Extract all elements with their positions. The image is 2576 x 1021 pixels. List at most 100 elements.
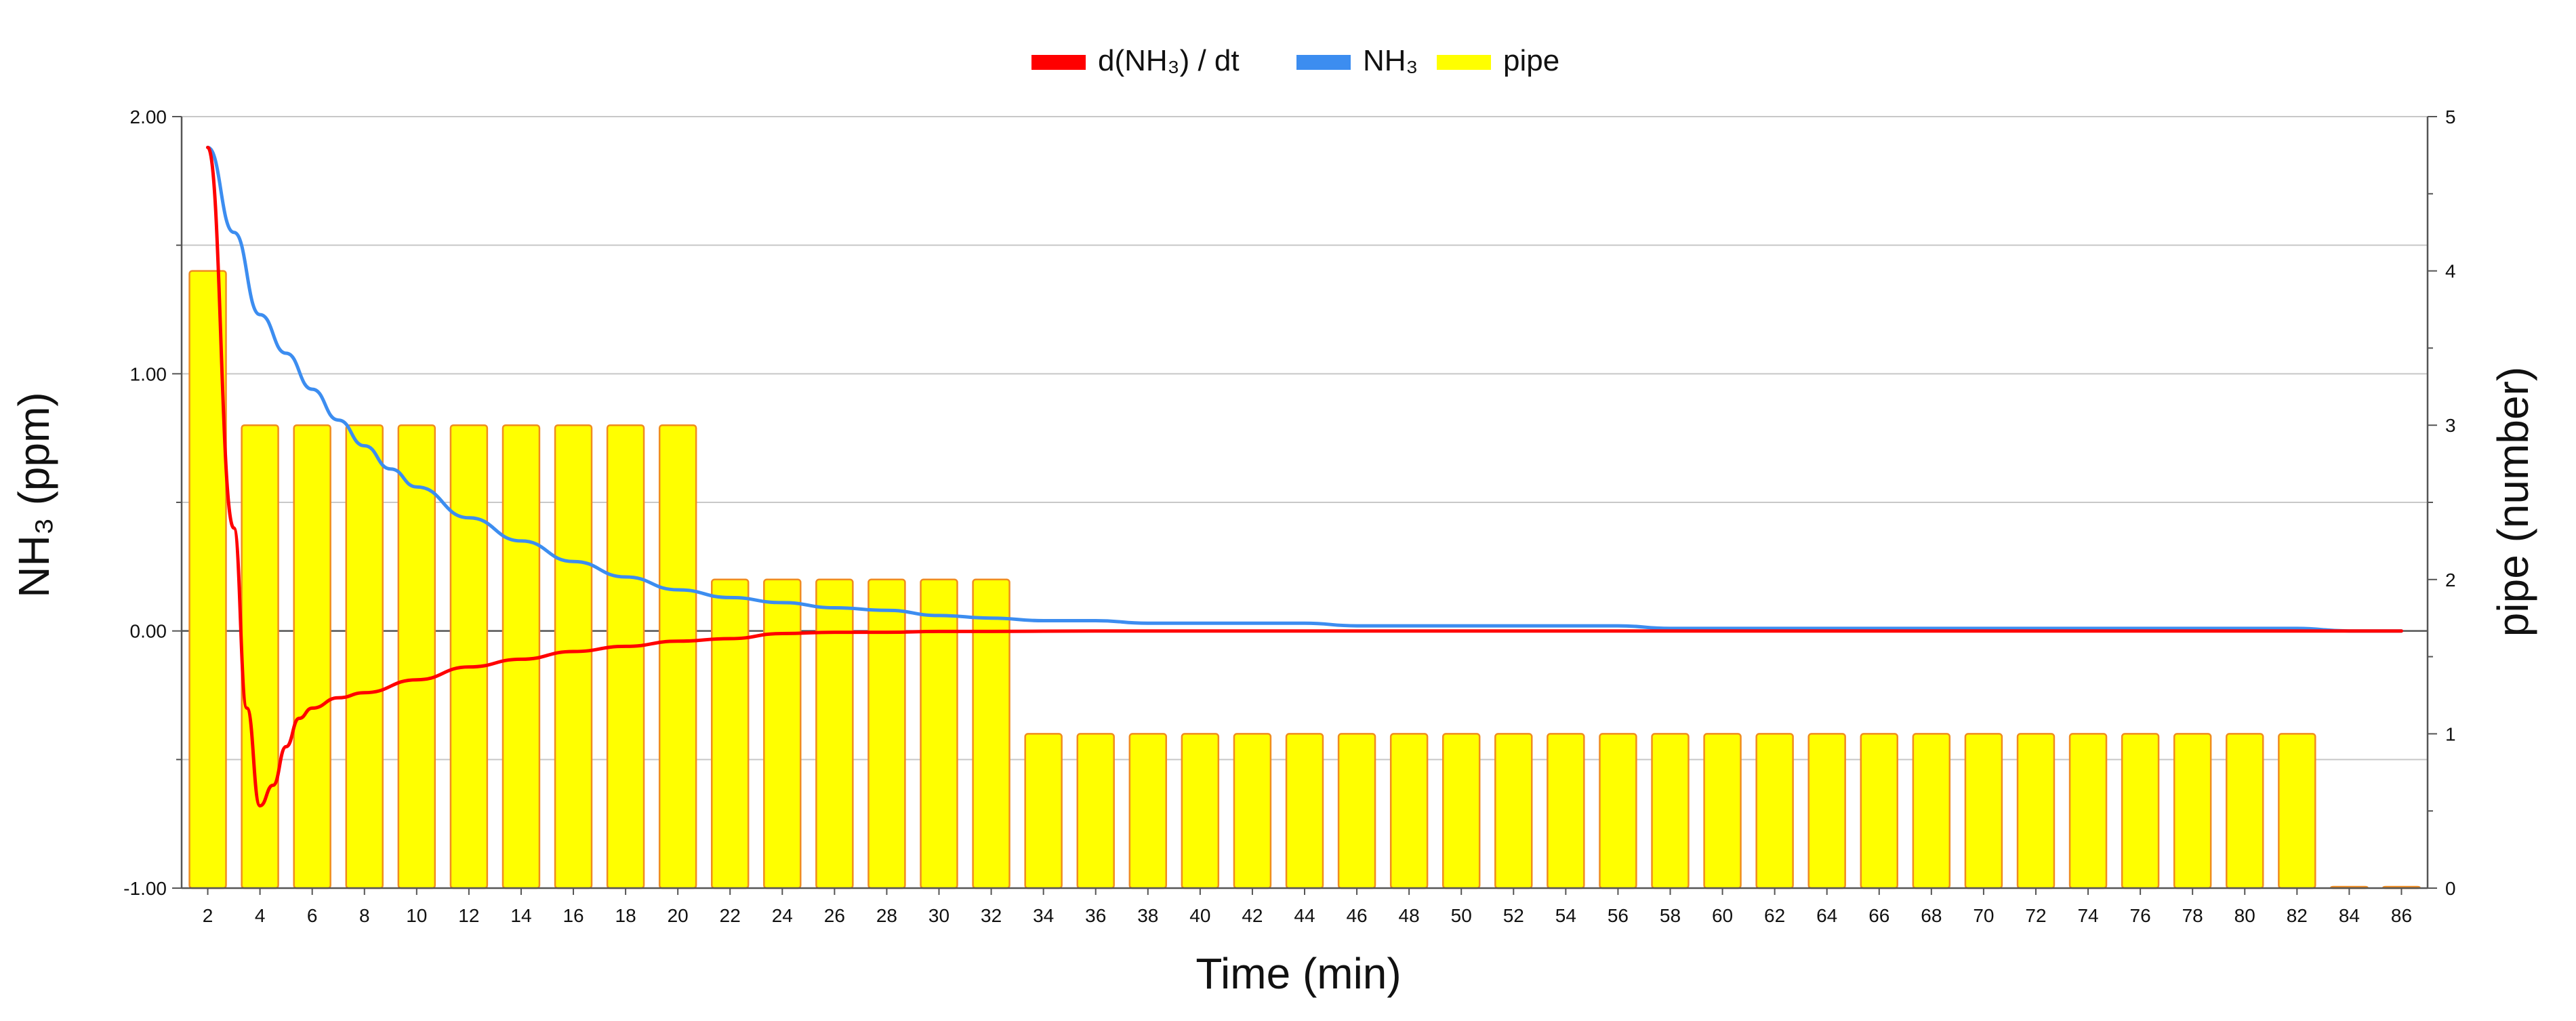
- x-tick-label: 24: [772, 905, 793, 926]
- legend: d(NH₃) / dt NH₃ pipe: [1031, 44, 1559, 77]
- x-tick-label: 36: [1085, 905, 1106, 926]
- legend-label: d(NH₃) / dt: [1098, 44, 1240, 77]
- x-tick-label: 86: [2391, 905, 2412, 926]
- x-tick-label: 64: [1816, 905, 1837, 926]
- x-tick-label: 68: [1921, 905, 1942, 926]
- x-tick-label: 20: [668, 905, 689, 926]
- x-tick-label: 18: [615, 905, 636, 926]
- pipe-bar: [920, 578, 958, 889]
- left-tick-label: -1.00: [123, 878, 167, 899]
- x-tick-label: 72: [2025, 905, 2046, 926]
- pipe-bar: [867, 578, 906, 889]
- x-tick-label: 28: [876, 905, 897, 926]
- pipe-bar: [2121, 733, 2160, 889]
- pipe-bar: [293, 424, 331, 889]
- pipe-bar: [1128, 733, 1168, 889]
- x-tick-label: 48: [1399, 905, 1420, 926]
- x-tick-label: 30: [928, 905, 949, 926]
- pipe-bars: [188, 270, 2421, 889]
- pipe-bar: [1494, 733, 1533, 889]
- x-tick-label: 10: [406, 905, 427, 926]
- x-tick-label: 34: [1033, 905, 1054, 926]
- legend-item[interactable]: d(NH₃) / dt: [1031, 44, 1240, 77]
- x-tick-label: 40: [1189, 905, 1210, 926]
- left-tick-label: 1.00: [130, 363, 167, 384]
- pipe-bar: [658, 424, 697, 889]
- pipe-bar: [2278, 733, 2316, 889]
- pipe-bar: [449, 424, 489, 889]
- series-line: [206, 146, 2403, 808]
- series-lines: [206, 146, 2403, 808]
- x-tick-label: 58: [1660, 905, 1681, 926]
- x-tick-label: 32: [981, 905, 1002, 926]
- x-tick-label: 22: [720, 905, 741, 926]
- pipe-bar: [2173, 733, 2212, 889]
- x-tick-label: 82: [2287, 905, 2308, 926]
- x-tick-label: 2: [203, 905, 213, 926]
- pipe-bar: [1389, 733, 1429, 889]
- pipe-bar: [1860, 733, 1898, 889]
- pipe-bar: [397, 424, 436, 889]
- x-tick-label: 78: [2182, 905, 2203, 926]
- legend-swatch: [1296, 55, 1351, 70]
- pipe-bar: [1181, 733, 1220, 889]
- x-tick-label: 4: [255, 905, 266, 926]
- x-tick-label: 56: [1608, 905, 1629, 926]
- pipe-bar: [711, 578, 750, 889]
- x-tick-label: 84: [2339, 905, 2360, 926]
- x-tick-label: 50: [1451, 905, 1472, 926]
- x-tick-label: 6: [307, 905, 318, 926]
- pipe-bar: [2068, 733, 2108, 889]
- y-axis-right-title: pipe (number): [2489, 367, 2537, 637]
- pipe-bar: [1337, 733, 1376, 889]
- x-tick-label: 66: [1868, 905, 1889, 926]
- legend-swatch: [1031, 55, 1086, 70]
- right-tick-label: 2: [2445, 569, 2456, 590]
- pipe-bar: [1547, 733, 1585, 889]
- pipe-bar: [1442, 733, 1481, 889]
- x-tick-label: 16: [563, 905, 584, 926]
- pipe-bar: [1233, 733, 1272, 889]
- x-tick-label: 26: [824, 905, 845, 926]
- right-tick-label: 5: [2445, 106, 2456, 127]
- x-tick-label: 76: [2130, 905, 2151, 926]
- pipe-bar: [1599, 733, 1637, 889]
- pipe-bar: [502, 424, 541, 889]
- legend-swatch: [1437, 55, 1491, 70]
- pipe-bar: [1651, 733, 1690, 889]
- x-tick-label: 44: [1294, 905, 1315, 926]
- x-tick-label: 74: [2077, 905, 2098, 926]
- x-tick-label: 38: [1137, 905, 1158, 926]
- pipe-bar: [1076, 733, 1115, 889]
- x-tick-label: 80: [2234, 905, 2255, 926]
- pipe-bar: [241, 424, 279, 889]
- series-line: [206, 146, 2403, 633]
- x-tick-label: 70: [1973, 905, 1994, 926]
- pipe-bar: [345, 424, 384, 889]
- right-tick-label: 3: [2445, 415, 2456, 436]
- pipe-bar: [1964, 733, 2003, 889]
- left-tick-label: 0.00: [130, 621, 167, 642]
- pipe-bar: [606, 424, 645, 889]
- pipe-bar: [1703, 733, 1742, 889]
- pipe-bar: [554, 424, 593, 889]
- x-tick-label: 46: [1346, 905, 1367, 926]
- pipe-bar: [2016, 733, 2056, 889]
- right-tick-label: 0: [2445, 878, 2456, 899]
- x-tick-label: 54: [1555, 905, 1576, 926]
- pipe-bar: [1024, 733, 1063, 889]
- x-tick-label: 8: [359, 905, 370, 926]
- y-axis-left-title: NH₃ (ppm): [9, 392, 58, 597]
- x-tick-label: 60: [1712, 905, 1733, 926]
- pipe-bar: [1285, 733, 1324, 889]
- pipe-bar: [1807, 733, 1846, 889]
- pipe-bar: [1912, 733, 1951, 889]
- right-tick-label: 1: [2445, 723, 2456, 744]
- x-tick-label: 12: [458, 905, 479, 926]
- legend-item[interactable]: NH₃: [1296, 44, 1418, 77]
- legend-item[interactable]: pipe: [1437, 44, 1559, 77]
- pipe-bar: [763, 578, 802, 889]
- x-tick-label: 14: [510, 905, 531, 926]
